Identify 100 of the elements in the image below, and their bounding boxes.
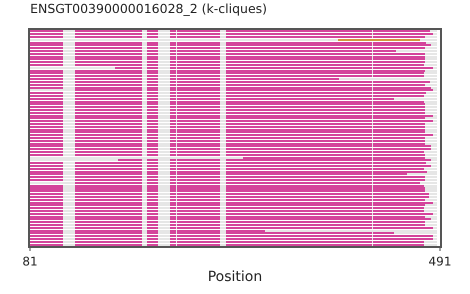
bar: [30, 92, 63, 94]
bar: [147, 137, 158, 139]
bar: [30, 56, 63, 58]
bar: [75, 126, 142, 128]
bar: [30, 30, 63, 32]
bar: [147, 70, 158, 72]
bar: [75, 131, 142, 133]
bar: [147, 148, 158, 150]
bar: [75, 241, 142, 243]
bar: [75, 151, 142, 153]
bar: [30, 224, 63, 226]
bar: [147, 30, 158, 32]
bar: [30, 143, 63, 145]
bar: [30, 185, 63, 187]
bar: [147, 36, 158, 38]
bar: [75, 109, 142, 111]
bar: [75, 84, 142, 86]
bar: [147, 95, 158, 97]
bar: [75, 202, 142, 204]
bar: [75, 87, 142, 89]
bar: [30, 53, 63, 55]
bar: [30, 72, 63, 74]
bar: [147, 92, 158, 94]
bar: [30, 58, 63, 60]
bar: [75, 244, 142, 246]
bar: [30, 33, 63, 35]
bar: [147, 159, 158, 161]
bar: [147, 67, 158, 69]
bar: [147, 193, 158, 195]
bar: [147, 232, 158, 234]
bar: [75, 44, 142, 46]
bar: [147, 56, 158, 58]
bar: [75, 154, 142, 156]
bar: [147, 72, 158, 74]
bar: [75, 207, 142, 209]
bar: [75, 53, 142, 55]
bar: [30, 70, 63, 72]
bar: [75, 227, 142, 229]
bar: [147, 196, 158, 198]
bar: [30, 213, 63, 215]
bar: [30, 232, 63, 234]
bar: [147, 117, 158, 119]
bar: [147, 210, 158, 212]
bar: [30, 148, 63, 150]
bar: [147, 131, 158, 133]
bar: [147, 89, 158, 91]
bar: [75, 148, 142, 150]
bar: [75, 120, 142, 122]
bar: [30, 227, 63, 229]
bar: [147, 140, 158, 142]
bar: [75, 103, 142, 105]
bar: [75, 70, 142, 72]
bar: [30, 199, 63, 201]
bar: [338, 39, 420, 41]
bar: [30, 103, 63, 105]
bar: [75, 61, 142, 63]
bar: [30, 115, 63, 117]
bar: [75, 95, 142, 97]
bar: [147, 199, 158, 201]
bar: [75, 137, 142, 139]
bar: [75, 199, 142, 201]
bar: [75, 185, 142, 187]
x-tick-label: 491: [428, 254, 452, 268]
bar: [147, 204, 158, 206]
bar: [75, 210, 142, 212]
bar: [30, 190, 63, 192]
bar: [75, 36, 142, 38]
bar: [30, 36, 63, 38]
bar: [147, 78, 158, 80]
bar: [30, 241, 63, 243]
bar: [30, 109, 63, 111]
bar: [147, 218, 158, 220]
bar: [147, 145, 158, 147]
bar: [30, 123, 63, 125]
bar: [147, 50, 158, 52]
bar: [30, 235, 63, 237]
bar: [30, 106, 63, 108]
bar: [30, 171, 63, 173]
bar: [147, 241, 158, 243]
bar: [147, 244, 158, 246]
bar: [147, 171, 158, 173]
bar: [75, 216, 142, 218]
bar: [75, 98, 142, 100]
bar: [75, 47, 142, 49]
bar: [30, 210, 63, 212]
bar: [75, 190, 142, 192]
bar: [30, 145, 63, 147]
bar: [30, 179, 63, 181]
bar: [30, 81, 63, 83]
bar: [30, 151, 63, 153]
bar: [75, 162, 142, 164]
bar: [75, 221, 142, 223]
bar: [147, 202, 158, 204]
bar: [147, 143, 158, 145]
x-tick-label: 81: [22, 254, 38, 268]
bar: [30, 117, 63, 119]
bar: [30, 204, 63, 206]
bar: [75, 193, 142, 195]
bar: [75, 218, 142, 220]
bar: [30, 98, 63, 100]
